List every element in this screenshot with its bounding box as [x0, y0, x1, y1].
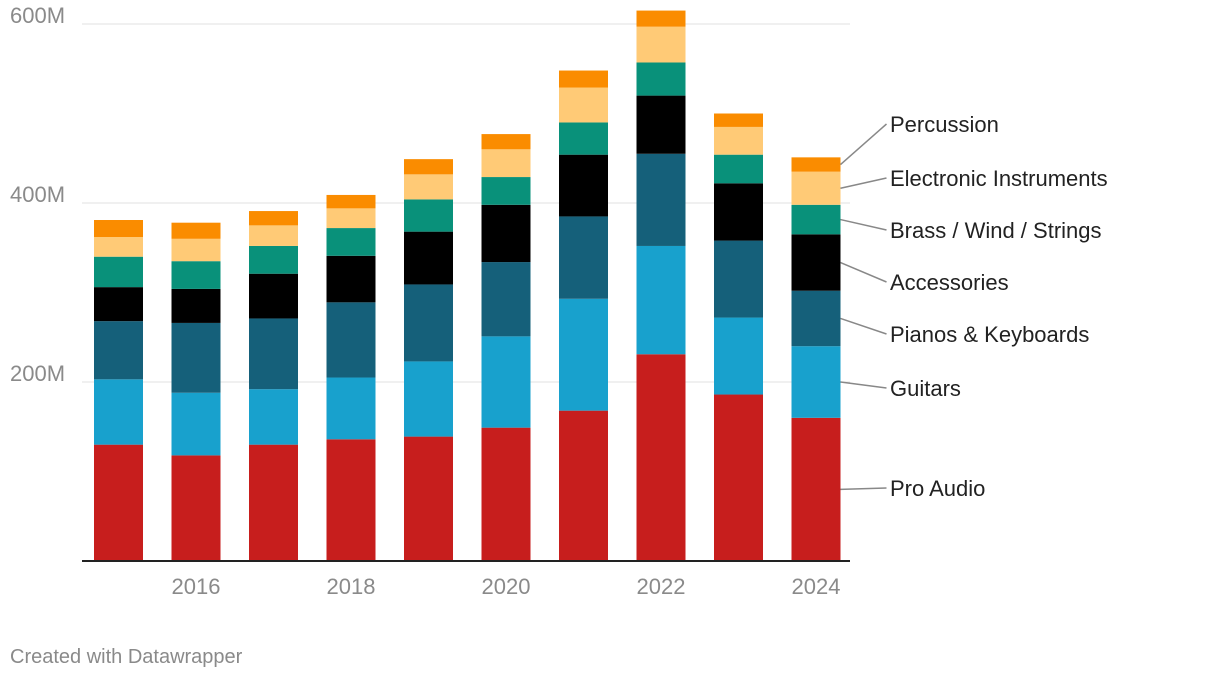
bar-segment-accessories: [559, 154, 608, 217]
bar-stacks: [94, 10, 841, 561]
bar-segment-accessories: [326, 255, 376, 303]
bar-segment-brass-wind-strings: [636, 62, 686, 96]
bar-segment-pro-audio: [481, 427, 531, 561]
bar-segment-electronic-instruments: [404, 174, 453, 200]
bar-segment-guitars: [791, 346, 841, 418]
bar-segment-pro-audio: [249, 444, 298, 561]
bar-segment-percussion: [326, 194, 376, 209]
bar-segment-brass-wind-strings: [326, 228, 376, 256]
x-tick-label: 2020: [482, 574, 531, 599]
bar-segment-pianos-keyboards: [481, 262, 531, 337]
legend-connector: [840, 487, 887, 491]
bar-segment-accessories: [481, 204, 531, 263]
legend-connector: [840, 261, 887, 283]
bar-segment-accessories: [249, 273, 298, 319]
bar-segment-brass-wind-strings: [94, 256, 143, 288]
bar-segment-brass-wind-strings: [481, 177, 531, 205]
bar-segment-pianos-keyboards: [714, 240, 763, 318]
bar-segment-accessories: [94, 287, 143, 322]
y-tick-label: 600M: [10, 3, 65, 28]
bar-segment-percussion: [714, 113, 763, 127]
bar-segment-accessories: [714, 183, 763, 241]
bar-segment-brass-wind-strings: [171, 261, 221, 289]
bar-segment-guitars: [714, 317, 763, 395]
bar-segment-pianos-keyboards: [404, 284, 453, 362]
bar-segment-guitars: [171, 392, 221, 456]
legend: Pro Audio Guitars Pianos & Keyboards Access…: [840, 112, 1108, 501]
bar-segment-percussion: [481, 134, 531, 150]
bar-segment-electronic-instruments: [94, 237, 143, 257]
bar-segment-pro-audio: [171, 455, 221, 561]
legend-connector: [840, 317, 887, 335]
legend-connector: [840, 381, 887, 389]
legend-label: Pro Audio: [890, 476, 985, 501]
legend-connector: [840, 123, 887, 166]
bar-segment-pianos-keyboards: [791, 290, 841, 347]
legend-label: Percussion: [890, 112, 999, 137]
bar-segment-pro-audio: [559, 410, 608, 561]
bar-segment-percussion: [404, 159, 453, 175]
bar-segment-electronic-instruments: [791, 171, 841, 205]
bar-segment-electronic-instruments: [481, 149, 531, 178]
bar-segment-electronic-instruments: [171, 238, 221, 262]
bar-segment-electronic-instruments: [714, 126, 763, 155]
bar-segment-electronic-instruments: [636, 26, 686, 63]
bar-segment-pianos-keyboards: [94, 321, 143, 380]
x-tick-label: 2024: [792, 574, 841, 599]
bar-segment-guitars: [249, 389, 298, 445]
legend-label: Accessories: [890, 270, 1009, 295]
bar-segment-percussion: [94, 220, 143, 238]
bar-segment-percussion: [559, 70, 608, 88]
bar-segment-pro-audio: [94, 444, 143, 561]
x-tick-label: 2018: [327, 574, 376, 599]
bar-segment-guitars: [94, 379, 143, 445]
legend-connector: [840, 177, 887, 189]
legend-label: Electronic Instruments: [890, 166, 1108, 191]
bar-segment-pianos-keyboards: [326, 302, 376, 378]
bar-segment-pianos-keyboards: [249, 318, 298, 390]
x-tick-label: 2016: [172, 574, 221, 599]
bar-segment-pro-audio: [636, 354, 686, 561]
bar-segment-electronic-instruments: [249, 225, 298, 246]
bar-segment-accessories: [404, 231, 453, 285]
y-tick-label: 200M: [10, 361, 65, 386]
bar-segment-percussion: [636, 10, 686, 27]
bar-segment-guitars: [404, 361, 453, 437]
credit-text: Created with Datawrapper: [10, 646, 243, 668]
bar-segment-pianos-keyboards: [559, 216, 608, 299]
bar-segment-brass-wind-strings: [249, 245, 298, 274]
bar-segment-accessories: [171, 288, 221, 323]
bar-segment-electronic-instruments: [559, 87, 608, 123]
bar-segment-brass-wind-strings: [404, 199, 453, 232]
bar-segment-guitars: [326, 377, 376, 440]
bar-segment-percussion: [249, 211, 298, 226]
bar-segment-pianos-keyboards: [636, 153, 686, 246]
bar-segment-guitars: [559, 298, 608, 411]
bar-segment-pro-audio: [404, 436, 453, 561]
x-tick-label: 2022: [637, 574, 686, 599]
legend-connector: [840, 218, 887, 231]
legend-label: Brass / Wind / Strings: [890, 218, 1102, 243]
bar-segment-accessories: [636, 95, 686, 154]
stacked-bar-chart: 200M 400M 600M 2016 2018 2020 2022 2024 Pro Au…: [10, 3, 1108, 599]
gridlines: 200M 400M 600M: [10, 3, 850, 386]
legend-label: Guitars: [890, 376, 961, 401]
legend-label: Pianos & Keyboards: [890, 322, 1089, 347]
bar-segment-guitars: [636, 245, 686, 355]
bar-segment-percussion: [171, 222, 221, 239]
bar-segment-electronic-instruments: [326, 208, 376, 229]
bar-segment-guitars: [481, 336, 531, 428]
bar-segment-pro-audio: [791, 417, 841, 561]
bar-segment-brass-wind-strings: [559, 122, 608, 155]
bar-segment-brass-wind-strings: [714, 154, 763, 184]
bar-segment-pro-audio: [714, 394, 763, 561]
bar-segment-brass-wind-strings: [791, 204, 841, 235]
bar-segment-accessories: [791, 234, 841, 291]
y-tick-label: 400M: [10, 182, 65, 207]
x-axis: 2016 2018 2020 2022 2024: [82, 560, 850, 599]
bar-segment-pro-audio: [326, 439, 376, 561]
bar-segment-pianos-keyboards: [171, 322, 221, 393]
bar-segment-percussion: [791, 157, 841, 172]
